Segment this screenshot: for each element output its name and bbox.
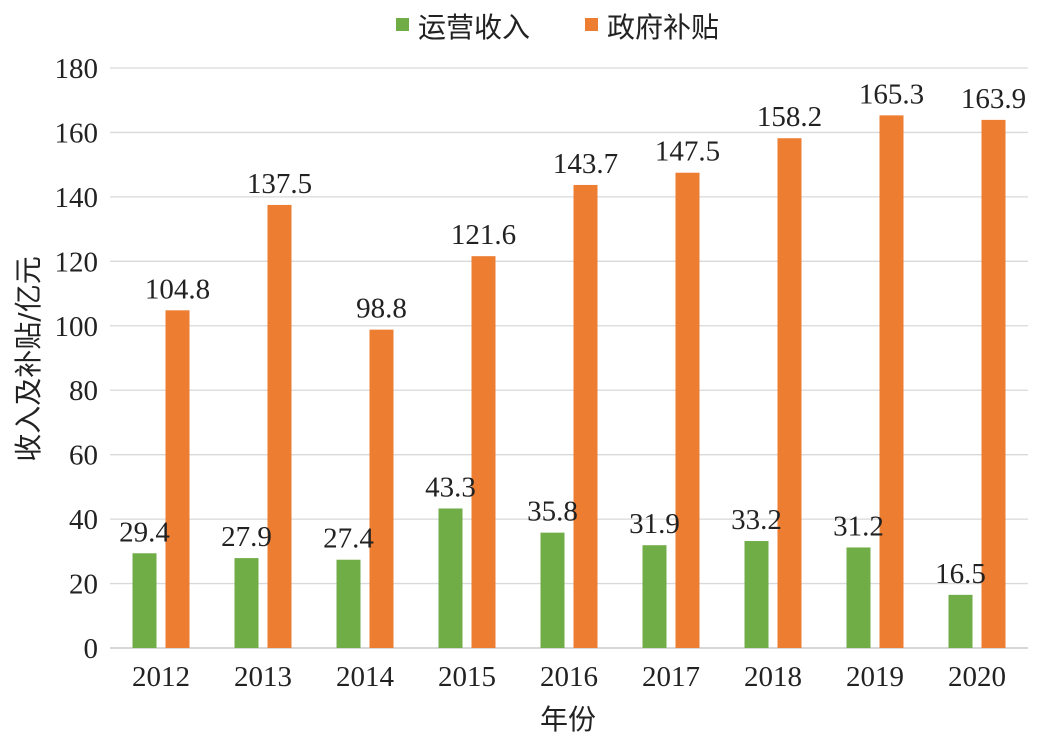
y-tick-label: 40 — [69, 504, 98, 536]
legend: 运营收入 政府补贴 — [396, 11, 719, 44]
y-tick-label: 80 — [69, 375, 98, 407]
x-axis-title: 年份 — [540, 703, 596, 736]
data-label-government-subsidy-2019: 165.3 — [859, 78, 924, 110]
x-tick-label-2019: 2019 — [846, 661, 904, 693]
bar-operating-revenue-2012 — [132, 553, 157, 648]
data-label-operating-revenue-2018: 33.2 — [731, 504, 782, 536]
legend-label-government-subsidy: 政府补贴 — [607, 11, 719, 44]
data-label-operating-revenue-2015: 43.3 — [425, 471, 476, 503]
bar-government-subsidy-2020 — [981, 119, 1006, 648]
bar-government-subsidy-2017 — [675, 172, 700, 648]
bar-government-subsidy-2019 — [879, 115, 904, 648]
y-tick-label: 60 — [69, 440, 98, 472]
data-label-government-subsidy-2015: 121.6 — [451, 219, 516, 251]
y-tick-label: 100 — [55, 311, 99, 343]
legend-swatch-operating-revenue — [396, 18, 409, 31]
x-tick-label-2015: 2015 — [438, 661, 496, 693]
bar-government-subsidy-2018 — [777, 138, 802, 648]
x-tick-label-2017: 2017 — [642, 661, 700, 693]
y-tick-label: 180 — [55, 53, 99, 85]
bar-operating-revenue-2017 — [642, 545, 667, 648]
bar-operating-revenue-2015 — [438, 508, 463, 648]
x-tick-label-2016: 2016 — [540, 661, 598, 693]
data-label-operating-revenue-2020: 16.5 — [935, 558, 986, 590]
bar-government-subsidy-2013 — [267, 204, 292, 648]
x-tick-label-2012: 2012 — [132, 661, 190, 693]
x-tick-label-2013: 2013 — [234, 661, 292, 693]
data-label-government-subsidy-2014: 98.8 — [356, 293, 407, 325]
data-label-government-subsidy-2012: 104.8 — [145, 273, 210, 305]
gridlines — [110, 67, 1028, 649]
data-label-operating-revenue-2013: 27.9 — [221, 521, 272, 553]
bar-government-subsidy-2016 — [573, 184, 598, 648]
y-axis-title: 收入及补贴/亿元 — [12, 256, 45, 461]
x-tick-label-2020: 2020 — [948, 661, 1006, 693]
y-tick-label: 0 — [84, 633, 99, 665]
bar-operating-revenue-2013 — [234, 558, 259, 648]
data-label-government-subsidy-2020: 163.9 — [961, 83, 1026, 115]
data-label-operating-revenue-2016: 35.8 — [527, 496, 578, 528]
legend-swatch-government-subsidy — [585, 18, 598, 31]
y-tick-label: 140 — [55, 182, 99, 214]
bars — [132, 115, 1006, 648]
y-tick-label: 20 — [69, 569, 98, 601]
bar-operating-revenue-2020 — [948, 594, 973, 648]
bar-operating-revenue-2014 — [336, 559, 361, 648]
bar-government-subsidy-2012 — [165, 310, 190, 648]
data-label-operating-revenue-2014: 27.4 — [323, 523, 374, 555]
data-label-operating-revenue-2012: 29.4 — [119, 516, 170, 548]
bar-government-subsidy-2015 — [471, 256, 496, 648]
data-label-operating-revenue-2019: 31.2 — [833, 510, 884, 542]
y-tick-label: 160 — [55, 117, 99, 149]
data-label-government-subsidy-2018: 158.2 — [757, 101, 822, 133]
data-label-government-subsidy-2017: 147.5 — [655, 136, 720, 168]
x-tick-label-2014: 2014 — [336, 661, 395, 693]
bar-operating-revenue-2019 — [846, 547, 871, 648]
x-axis-ticks: 2012 2013 2014 2015 2016 2017 2018 2019 2020 — [132, 661, 1006, 693]
bar-operating-revenue-2018 — [744, 541, 769, 648]
x-tick-label-2018: 2018 — [744, 661, 802, 693]
data-label-operating-revenue-2017: 31.9 — [629, 508, 680, 540]
data-labels: 29.4 104.8 27.9 137.5 27.4 98.8 43.3 121.6 35.8 1… — [119, 78, 1026, 589]
y-axis-ticks: 0 20 40 60 80 100 120 140 160 180 — [55, 53, 99, 665]
legend-label-operating-revenue: 运营收入 — [418, 11, 530, 44]
data-label-government-subsidy-2013: 137.5 — [247, 168, 312, 200]
y-tick-label: 120 — [55, 246, 99, 278]
bar-operating-revenue-2016 — [540, 532, 565, 648]
bar-government-subsidy-2014 — [369, 329, 394, 648]
data-label-government-subsidy-2016: 143.7 — [553, 148, 618, 180]
